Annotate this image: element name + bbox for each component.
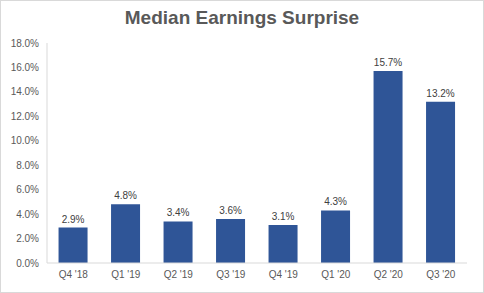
svg-text:4.0%: 4.0% [16, 209, 39, 220]
svg-text:8.0%: 8.0% [16, 160, 39, 171]
svg-text:Q1 '20: Q1 '20 [321, 269, 351, 280]
svg-text:16.0%: 16.0% [11, 62, 39, 73]
svg-text:6.0%: 6.0% [16, 184, 39, 195]
svg-text:3.1%: 3.1% [272, 211, 295, 222]
svg-text:14.0%: 14.0% [11, 86, 39, 97]
svg-text:4.8%: 4.8% [114, 190, 137, 201]
svg-text:Q4 '19: Q4 '19 [269, 269, 299, 280]
svg-text:0.0%: 0.0% [16, 258, 39, 269]
svg-text:Q2 '20: Q2 '20 [374, 269, 404, 280]
svg-text:10.0%: 10.0% [11, 135, 39, 146]
svg-text:2.9%: 2.9% [62, 214, 85, 225]
svg-text:12.0%: 12.0% [11, 111, 39, 122]
svg-text:Q2 '19: Q2 '19 [164, 269, 194, 280]
svg-text:Q4 '18: Q4 '18 [59, 269, 89, 280]
svg-text:2.0%: 2.0% [16, 233, 39, 244]
html-text:Median Earnings Surprise: Median Earnings Surprise [124, 7, 360, 28]
svg-text:15.7%: 15.7% [374, 57, 402, 68]
svg-text:3.4%: 3.4% [167, 207, 190, 218]
svg-text:3.6%: 3.6% [219, 205, 242, 216]
svg-text:18.0%: 18.0% [11, 38, 39, 49]
svg-text:Q3 '20: Q3 '20 [426, 269, 456, 280]
svg-text:Q3 '19: Q3 '19 [216, 269, 246, 280]
svg-text:Q1 '19: Q1 '19 [111, 269, 141, 280]
svg-text:13.2%: 13.2% [426, 88, 454, 99]
svg-text:4.3%: 4.3% [324, 196, 347, 207]
